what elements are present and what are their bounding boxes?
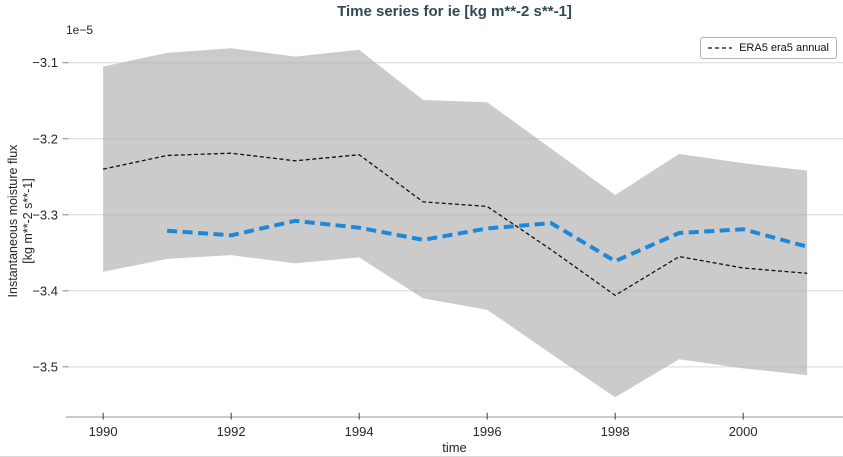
- legend-entry-label: ERA5 era5 annual: [739, 42, 829, 54]
- x-axis-label: time: [442, 440, 467, 455]
- y-axis-label: Instantaneous moisture flux [kg m**-2 s*…: [6, 71, 36, 371]
- uncertainty-band: [103, 48, 808, 398]
- x-tick-label: 1992: [217, 424, 246, 439]
- y-axis-label-line2: [kg m**-2 s**-1]: [21, 178, 35, 264]
- x-tick-label: 1990: [89, 424, 118, 439]
- legend: ERA5 era5 annual: [700, 37, 837, 59]
- series-line-era5-annual: [102, 152, 808, 297]
- y-tick-label: −3.4: [32, 283, 58, 298]
- y-tick-label: −3.3: [32, 207, 58, 222]
- x-tick-label: 2000: [729, 424, 758, 439]
- y-axis-label-line1: Instantaneous moisture flux: [6, 144, 20, 298]
- y-tick-label: −3.1: [32, 55, 58, 70]
- x-tick-label: 1998: [601, 424, 630, 439]
- chart-title: Time series for ie [kg m**-2 s**-1]: [337, 3, 572, 20]
- y-tick-label: −3.5: [32, 359, 58, 374]
- y-axis-offset-text: 1e−5: [66, 23, 94, 37]
- x-tick-label: 1996: [473, 424, 502, 439]
- y-tick-label: −3.2: [32, 131, 58, 146]
- x-tick-label: 1994: [345, 424, 374, 439]
- legend-dashed-line-sample: [708, 47, 733, 49]
